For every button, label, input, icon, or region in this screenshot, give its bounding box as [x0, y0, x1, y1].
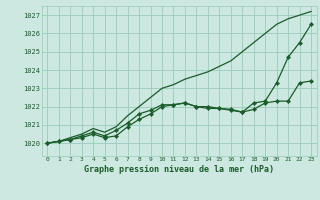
X-axis label: Graphe pression niveau de la mer (hPa): Graphe pression niveau de la mer (hPa): [84, 165, 274, 174]
